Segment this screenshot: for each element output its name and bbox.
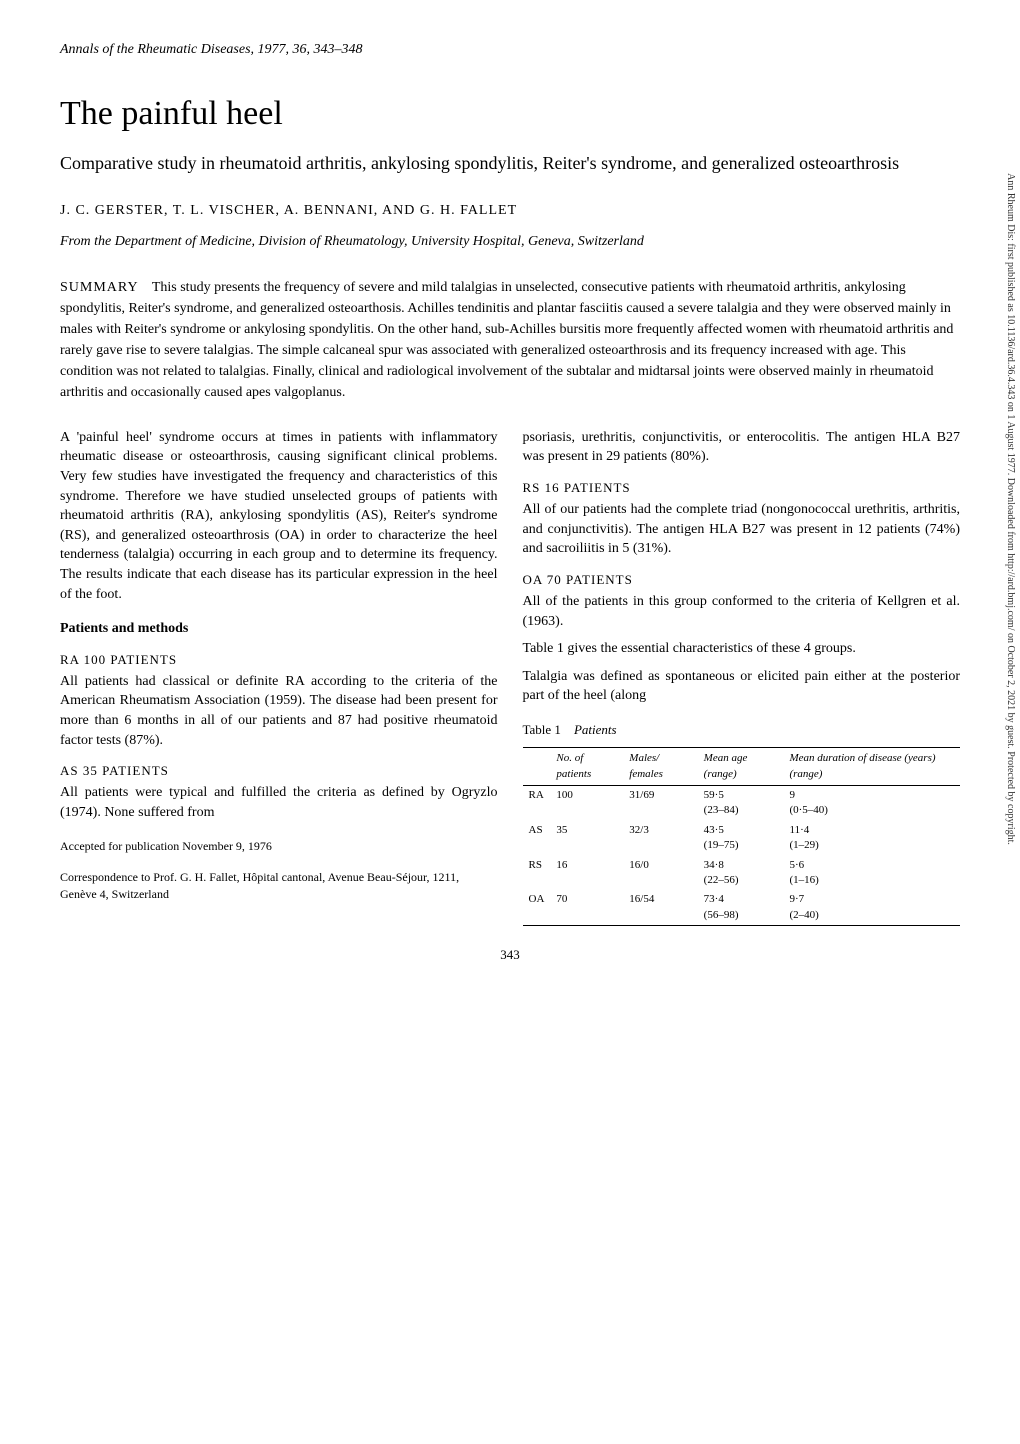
journal-reference: Annals of the Rheumatic Diseases, 1977, … (60, 40, 960, 60)
right-column: psoriasis, urethritis, conjunctivitis, o… (523, 428, 961, 926)
table-row: RA10031/6959·5(23–84)9(0·5–40) (523, 786, 961, 821)
oa-text-3: Talalgia was defined as spontaneous or e… (523, 667, 961, 706)
patients-table: No. of patients Males/ females Mean age … (523, 747, 961, 926)
th-patients: No. of patients (550, 748, 623, 786)
summary-block: SUMMARY This study presents the frequenc… (60, 277, 960, 403)
psoriasis-text: psoriasis, urethritis, conjunctivitis, o… (523, 428, 961, 467)
row-sex: 32/3 (623, 821, 697, 856)
table-row: AS3532/343·5(19–75)11·4(1–29) (523, 821, 961, 856)
ra-text: All patients had classical or definite R… (60, 672, 498, 750)
row-patients: 70 (550, 890, 623, 925)
rs-heading: RS 16 PATIENTS (523, 479, 961, 497)
row-duration: 5·6(1–16) (783, 856, 960, 891)
row-age: 43·5(19–75) (698, 821, 784, 856)
row-sex: 16/0 (623, 856, 697, 891)
row-label: OA (523, 890, 551, 925)
oa-text-2: Table 1 gives the essential characterist… (523, 639, 961, 659)
as-text: All patients were typical and fulfilled … (60, 783, 498, 822)
page-number: 343 (60, 946, 960, 964)
oa-text-1: All of the patients in this group confor… (523, 592, 961, 631)
row-sex: 31/69 (623, 786, 697, 821)
row-patients: 35 (550, 821, 623, 856)
table-row: RS1616/034·8(22–56)5·6(1–16) (523, 856, 961, 891)
ra-heading: RA 100 PATIENTS (60, 651, 498, 669)
th-duration: Mean duration of disease (years) (range) (783, 748, 960, 786)
th-age: Mean age (range) (698, 748, 784, 786)
row-sex: 16/54 (623, 890, 697, 925)
row-duration: 9(0·5–40) (783, 786, 960, 821)
table-header-row: No. of patients Males/ females Mean age … (523, 748, 961, 786)
article-title: The painful heel (60, 90, 960, 138)
affiliation-line: From the Department of Medicine, Divisio… (60, 232, 960, 252)
correspondence-address: Correspondence to Prof. G. H. Fallet, Hô… (60, 869, 498, 903)
row-patients: 16 (550, 856, 623, 891)
row-age: 73·4(56–98) (698, 890, 784, 925)
row-patients: 100 (550, 786, 623, 821)
table-label: Table 1 (523, 722, 561, 737)
sidebar-download-notice: Ann Rheum Dis: first published as 10.113… (1003, 173, 1017, 845)
th-sex: Males/ females (623, 748, 697, 786)
patients-methods-heading: Patients and methods (60, 619, 498, 639)
row-age: 34·8(22–56) (698, 856, 784, 891)
row-label: RS (523, 856, 551, 891)
intro-paragraph: A 'painful heel' syndrome occurs at time… (60, 428, 498, 604)
article-subtitle: Comparative study in rheumatoid arthriti… (60, 152, 960, 175)
row-age: 59·5(23–84) (698, 786, 784, 821)
two-column-body: A 'painful heel' syndrome occurs at time… (60, 428, 960, 926)
acceptance-date: Accepted for publication November 9, 197… (60, 838, 498, 855)
table-caption: Table 1 Patients (523, 721, 961, 739)
row-duration: 11·4(1–29) (783, 821, 960, 856)
th-blank (523, 748, 551, 786)
oa-heading: OA 70 PATIENTS (523, 571, 961, 589)
rs-text: All of our patients had the complete tri… (523, 500, 961, 559)
row-label: RA (523, 786, 551, 821)
left-column: A 'painful heel' syndrome occurs at time… (60, 428, 498, 926)
row-label: AS (523, 821, 551, 856)
summary-text: This study presents the frequency of sev… (60, 280, 953, 400)
row-duration: 9·7(2–40) (783, 890, 960, 925)
as-heading: AS 35 PATIENTS (60, 762, 498, 780)
summary-label: SUMMARY (60, 280, 139, 295)
authors-line: J. C. GERSTER, T. L. VISCHER, A. BENNANI… (60, 201, 960, 221)
table-title: Patients (574, 722, 617, 737)
table-row: OA7016/5473·4(56–98)9·7(2–40) (523, 890, 961, 925)
